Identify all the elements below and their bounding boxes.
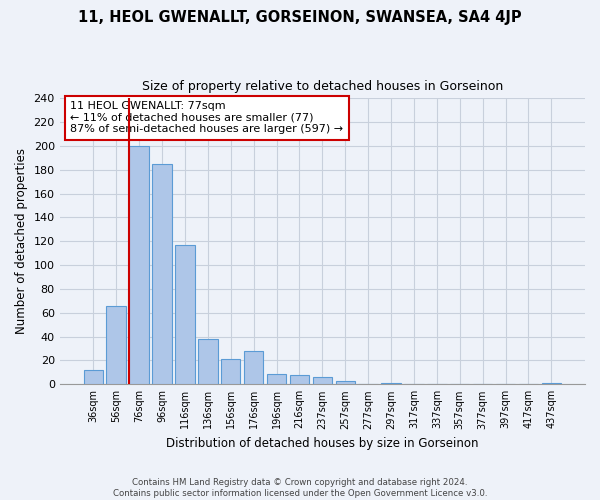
Bar bbox=[313, 377, 332, 384]
Bar bbox=[152, 164, 172, 384]
Bar bbox=[290, 375, 309, 384]
Text: 11 HEOL GWENALLT: 77sqm
← 11% of detached houses are smaller (77)
87% of semi-de: 11 HEOL GWENALLT: 77sqm ← 11% of detache… bbox=[70, 101, 343, 134]
Bar bbox=[542, 383, 561, 384]
Bar bbox=[83, 370, 103, 384]
X-axis label: Distribution of detached houses by size in Gorseinon: Distribution of detached houses by size … bbox=[166, 437, 479, 450]
Text: Contains HM Land Registry data © Crown copyright and database right 2024.
Contai: Contains HM Land Registry data © Crown c… bbox=[113, 478, 487, 498]
Text: 11, HEOL GWENALLT, GORSEINON, SWANSEA, SA4 4JP: 11, HEOL GWENALLT, GORSEINON, SWANSEA, S… bbox=[78, 10, 522, 25]
Bar bbox=[382, 383, 401, 384]
Bar bbox=[335, 380, 355, 384]
Bar bbox=[130, 146, 149, 384]
Bar bbox=[198, 339, 218, 384]
Bar bbox=[221, 360, 241, 384]
Bar bbox=[244, 351, 263, 384]
Bar bbox=[175, 245, 194, 384]
Y-axis label: Number of detached properties: Number of detached properties bbox=[15, 148, 28, 334]
Title: Size of property relative to detached houses in Gorseinon: Size of property relative to detached ho… bbox=[142, 80, 503, 93]
Bar bbox=[106, 306, 126, 384]
Bar bbox=[267, 374, 286, 384]
